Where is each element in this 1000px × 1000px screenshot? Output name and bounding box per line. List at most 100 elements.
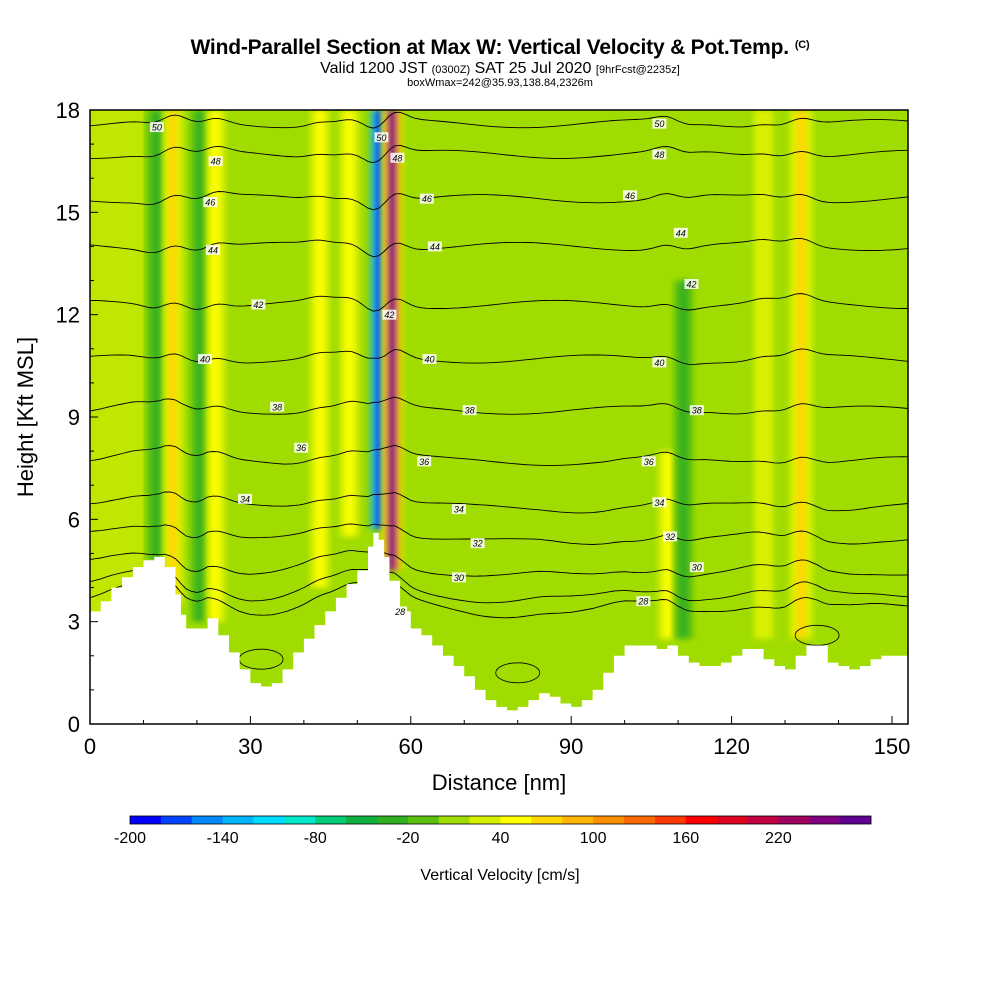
- colorbar-swatch: [840, 816, 872, 824]
- contour-label: 46: [419, 193, 434, 204]
- contour-label-bg: [270, 401, 285, 412]
- contour-label-text: 42: [384, 310, 394, 320]
- contour-label-bg: [149, 122, 164, 133]
- contour-label: 46: [622, 190, 637, 201]
- contour-label: 36: [417, 456, 432, 467]
- x-tick-label: 30: [238, 734, 262, 759]
- contour-label: 32: [470, 538, 485, 549]
- colorbar-tick-label: -20: [396, 830, 419, 847]
- terrain-mask: [90, 533, 908, 724]
- contour-label: 50: [149, 122, 164, 133]
- velocity-column-core: [759, 110, 768, 639]
- plot-area: 50 48 46 44 42 40 38 36 34 50 48 46 44 42 40 38 36 34 32 30…: [90, 110, 908, 724]
- colorbar-tick-label: -80: [304, 830, 327, 847]
- contour-label-text: 30: [454, 573, 464, 583]
- theta-contour: [90, 523, 908, 545]
- theta-contour: [90, 549, 908, 578]
- chart-subtitle-2: boxWmax=242@35.93,138.84,2326m: [407, 77, 593, 89]
- velocity-column-core: [796, 110, 806, 639]
- contour-label: 44: [673, 227, 688, 238]
- colorbar-swatch: [562, 816, 594, 824]
- contour-label-bg: [382, 309, 397, 320]
- contour-label: 36: [641, 456, 656, 467]
- colorbar-tick-label: 40: [492, 830, 510, 847]
- velocity-band: [410, 110, 625, 724]
- contour-label: 48: [390, 152, 405, 163]
- contour-label-bg: [419, 193, 434, 204]
- contour-label: 40: [197, 354, 212, 365]
- contour-label-text: 38: [272, 402, 282, 412]
- contour-label-bg: [451, 572, 466, 583]
- theta-contour-closed: [495, 662, 541, 684]
- velocity-column-core: [679, 280, 688, 639]
- theta-contour: [90, 566, 908, 604]
- velocity-column-core: [345, 110, 354, 537]
- contour-label-bg: [652, 149, 667, 160]
- velocity-column: [146, 110, 168, 561]
- contour-label: 42: [684, 278, 699, 289]
- contour-label-text: 34: [240, 494, 250, 504]
- velocity-column: [381, 110, 403, 571]
- copyright-mark: (C): [794, 39, 810, 51]
- y-tick-label: 15: [56, 200, 80, 225]
- contour-label: 50: [652, 118, 667, 129]
- contour-label: 44: [205, 244, 220, 255]
- contour-label-text: 30: [692, 563, 702, 573]
- contour-label: 38: [270, 401, 285, 412]
- y-tick-label: 3: [68, 610, 80, 635]
- colorbar-tick-label: 160: [672, 830, 699, 847]
- contour-label-bg: [622, 190, 637, 201]
- contour-label-text: 36: [296, 443, 306, 453]
- theta-contour: [90, 396, 908, 415]
- contour-label-text: 50: [152, 123, 162, 133]
- x-tick-label: 150: [874, 734, 911, 759]
- velocity-column-peak: [375, 110, 382, 530]
- colorbar-swatch: [160, 816, 193, 824]
- contour-label-bg: [652, 497, 667, 508]
- contour-label-bg: [422, 354, 437, 365]
- colorbar-swatch: [654, 816, 687, 824]
- contour-labels: 50 48 46 44 42 40 38 36 34 50 48 46 44 42 40 38 36 34 32 30…: [149, 118, 704, 617]
- contour-label-text: 28: [394, 607, 405, 617]
- contour-label-text: 48: [654, 150, 664, 160]
- colorbar-swatch: [130, 816, 162, 824]
- colorbar-swatch: [377, 816, 409, 824]
- colorbar: -200 -140 -80 -20 40 100 160 220 Vertical Veloci…: [114, 815, 872, 884]
- contour-label-text: 44: [676, 228, 686, 238]
- colorbar-swatch: [407, 816, 440, 824]
- velocity-band: [229, 110, 294, 724]
- contour-label-bg: [641, 456, 656, 467]
- x-tick-label: 60: [399, 734, 423, 759]
- colorbar-swatch: [191, 816, 223, 824]
- contour-label-text: 38: [692, 406, 702, 416]
- velocity-column: [190, 110, 209, 622]
- contour-label-bg: [427, 241, 442, 252]
- velocity-column-core: [152, 110, 162, 561]
- contour-label-bg: [673, 227, 688, 238]
- contour-label: 44: [427, 241, 442, 252]
- colorbar-swatch: [716, 816, 748, 824]
- colorbar-swatch: [438, 816, 470, 824]
- contour-label-text: 50: [654, 119, 664, 129]
- x-tick-label: 120: [713, 734, 750, 759]
- theta-contour: [90, 237, 908, 258]
- contour-label: 42: [251, 299, 266, 310]
- contour-label: 48: [652, 149, 667, 160]
- contour-label-bg: [636, 596, 651, 607]
- contour-label: 48: [208, 156, 223, 167]
- contour-label-text: 44: [208, 245, 218, 255]
- contour-label: 40: [652, 357, 667, 368]
- x-tick-label: 0: [84, 734, 96, 759]
- chart-subtitle: Valid 1200 JST (0300Z) SAT 25 Jul 2020 […: [0, 60, 1000, 78]
- contour-label-text: 34: [454, 505, 464, 515]
- velocity-column: [162, 110, 184, 605]
- velocity-column: [789, 110, 813, 639]
- contour-label: 34: [451, 504, 466, 515]
- contour-label: 34: [652, 497, 667, 508]
- contour-label-bg: [251, 299, 266, 310]
- colorbar-swatch: [222, 816, 254, 824]
- contour-label-text: 48: [392, 153, 402, 163]
- velocity-band: [827, 110, 908, 724]
- velocity-column-peak: [388, 110, 396, 571]
